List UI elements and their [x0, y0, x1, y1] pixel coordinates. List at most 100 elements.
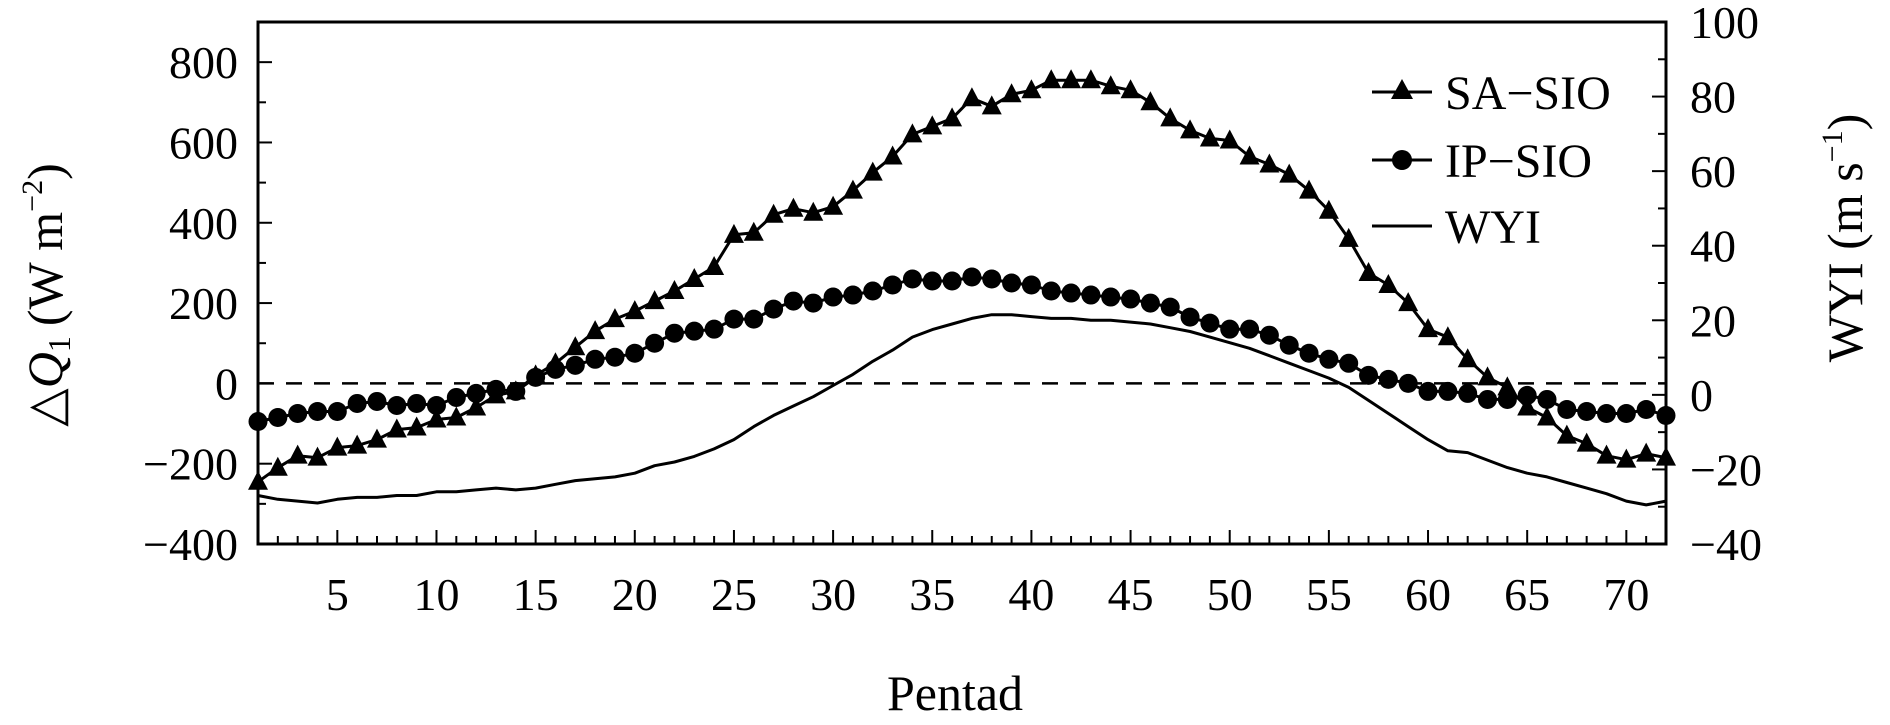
triangle-point — [1378, 274, 1399, 294]
circle-point — [1121, 289, 1141, 309]
triangle-point — [1556, 424, 1577, 444]
x-tick-label: 15 — [513, 569, 559, 620]
triangle-point — [565, 336, 586, 356]
circle-point — [1319, 349, 1339, 369]
triangle-point — [1041, 69, 1062, 89]
y-right-tick-label: 60 — [1690, 146, 1736, 197]
legend-item-sa-sio: SA−SIO — [1372, 67, 1611, 120]
x-tick-label: 25 — [711, 569, 757, 620]
y-left-tick-label: 400 — [169, 198, 238, 249]
circle-point — [1240, 319, 1260, 339]
circle-point — [625, 343, 645, 363]
x-tick-label: 70 — [1603, 569, 1649, 620]
circle-point — [823, 287, 843, 307]
triangle-point — [1239, 145, 1260, 165]
triangle-point — [1100, 75, 1121, 95]
y-left-title-units-sup: −2 — [16, 180, 49, 212]
circle-point — [664, 323, 684, 343]
series-wyi — [257, 313, 1667, 507]
x-tick-label: 35 — [909, 569, 955, 620]
y-right-title-base: WYI (m s — [1817, 162, 1873, 362]
y-left-title-q-sub: 1 — [41, 336, 77, 352]
circle-point — [526, 367, 546, 387]
circle-point — [1160, 297, 1180, 317]
circle-point — [744, 309, 764, 329]
triangle-point — [1596, 444, 1617, 464]
triangle-point — [1477, 366, 1498, 386]
circle-point — [764, 299, 784, 319]
circle-point — [1140, 293, 1160, 313]
x-tick-label: 60 — [1405, 569, 1451, 620]
circle-point — [1398, 373, 1418, 393]
triangle-point — [1279, 163, 1300, 183]
triangle-point — [783, 197, 804, 217]
triangle-point — [1437, 326, 1458, 346]
triangle-point — [1219, 129, 1240, 149]
circle-point — [1081, 285, 1101, 305]
circle-point — [1517, 385, 1537, 405]
circle-point — [1041, 281, 1061, 301]
svg-text:WYI (m s−1): WYI (m s−1) — [1816, 114, 1873, 363]
circle-point — [1478, 389, 1498, 409]
y-left-tick-label: −400 — [143, 519, 238, 570]
circle-point — [783, 291, 803, 311]
triangle-point — [327, 436, 348, 456]
circle-point — [466, 383, 486, 403]
triangle-point — [1497, 376, 1518, 396]
circle-point — [1458, 383, 1478, 403]
circle-point — [1597, 404, 1617, 423]
x-axis-title: Pentad — [887, 665, 1023, 721]
y-left-tick-label: 600 — [169, 117, 238, 168]
circle-point — [605, 347, 625, 367]
y-right-tick-label: 100 — [1690, 0, 1759, 48]
triangle-point — [1180, 119, 1201, 139]
x-tick-label: 5 — [326, 569, 349, 620]
triangle-point — [902, 123, 923, 143]
x-tick-label: 55 — [1306, 569, 1352, 620]
series-line — [257, 313, 1667, 507]
triangle-point — [1358, 261, 1379, 281]
y-right-title-sup: −1 — [1816, 130, 1849, 162]
triangle-point — [961, 87, 982, 107]
y-right-tick-label: 20 — [1690, 295, 1736, 346]
triangle-point — [882, 145, 903, 165]
triangle-point — [604, 308, 625, 328]
circle-point — [367, 391, 387, 411]
circle-point — [1002, 273, 1022, 293]
y-right-tick-label: 0 — [1690, 370, 1713, 421]
circle-point — [387, 395, 407, 415]
legend-item-wyi: WYI — [1372, 201, 1541, 254]
legend-label-sa-sio: SA−SIO — [1445, 67, 1611, 120]
circle-point — [645, 333, 665, 353]
triangle-point — [347, 434, 368, 454]
y-left-tick-label: 200 — [169, 278, 238, 329]
triangle-point — [1656, 446, 1676, 466]
y-axis-left-title: △Q1 (W m−2) — [16, 163, 77, 426]
triangle-point — [664, 280, 685, 300]
x-tick-label: 20 — [612, 569, 658, 620]
circle-point — [962, 267, 982, 287]
triangle-point — [624, 300, 645, 320]
circle-point — [724, 309, 744, 329]
circle-point — [486, 379, 506, 399]
x-tick-label: 45 — [1108, 569, 1154, 620]
circle-point — [585, 349, 605, 369]
triangle-point — [1199, 127, 1220, 147]
circle-point — [1656, 406, 1676, 426]
circle-point — [327, 401, 347, 421]
circle-point — [883, 275, 903, 295]
circle-point — [347, 393, 367, 413]
y-right-title-close: ) — [1817, 114, 1873, 131]
series-layer — [248, 69, 1676, 507]
axes: 5 10 15 20 25 30 35 40 45 50 55 60 65 70−400−20002004… — [143, 0, 1762, 620]
triangle-point — [1299, 179, 1320, 199]
y-right-tick-label: −20 — [1690, 444, 1762, 495]
triangle-point — [585, 320, 606, 340]
circle-point — [565, 355, 585, 375]
circle-point — [982, 269, 1002, 289]
circle-point — [1418, 381, 1438, 401]
y-left-tick-label: 0 — [215, 358, 238, 409]
circle-point — [426, 395, 446, 415]
circle-point — [843, 285, 863, 305]
y-left-title-units: (W m — [17, 212, 73, 326]
